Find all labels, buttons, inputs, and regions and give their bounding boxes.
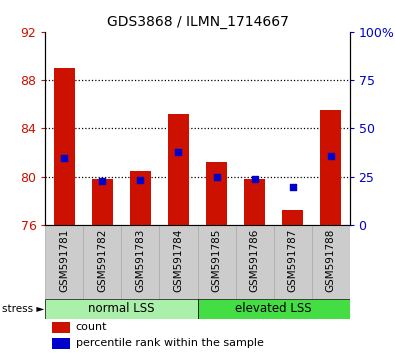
Bar <box>45 225 83 299</box>
Text: stress ►: stress ► <box>2 304 45 314</box>
Text: GSM591787: GSM591787 <box>288 229 297 292</box>
Point <box>251 176 258 182</box>
Point <box>175 150 182 155</box>
Bar <box>92 179 113 225</box>
Bar <box>83 225 122 299</box>
Point <box>99 178 105 184</box>
Bar <box>282 210 303 225</box>
Point <box>290 184 296 190</box>
Bar <box>51 322 70 333</box>
Point <box>213 174 220 179</box>
Text: elevated LSS: elevated LSS <box>235 302 312 315</box>
Text: count: count <box>76 322 107 332</box>
Bar <box>198 299 350 319</box>
Bar <box>51 338 70 349</box>
Text: GSM591785: GSM591785 <box>211 229 222 292</box>
Bar <box>198 225 235 299</box>
Text: GSM591781: GSM591781 <box>59 229 70 292</box>
Text: GSM591784: GSM591784 <box>173 229 184 292</box>
Bar <box>320 110 341 225</box>
Title: GDS3868 / ILMN_1714667: GDS3868 / ILMN_1714667 <box>107 16 288 29</box>
Bar <box>312 225 350 299</box>
Text: GSM591783: GSM591783 <box>135 229 145 292</box>
Point <box>137 177 144 182</box>
Text: GSM591788: GSM591788 <box>325 229 336 292</box>
Bar <box>244 179 265 225</box>
Bar <box>273 225 312 299</box>
Text: normal LSS: normal LSS <box>88 302 155 315</box>
Bar <box>130 171 151 225</box>
Bar <box>206 162 227 225</box>
Bar <box>54 68 75 225</box>
Point <box>327 153 334 159</box>
Text: percentile rank within the sample: percentile rank within the sample <box>76 338 264 348</box>
Bar <box>168 114 189 225</box>
Point <box>61 156 68 161</box>
Bar <box>122 225 160 299</box>
Text: GSM591786: GSM591786 <box>250 229 260 292</box>
Bar <box>235 225 274 299</box>
Bar <box>160 225 198 299</box>
Text: GSM591782: GSM591782 <box>98 229 107 292</box>
Bar <box>45 299 198 319</box>
